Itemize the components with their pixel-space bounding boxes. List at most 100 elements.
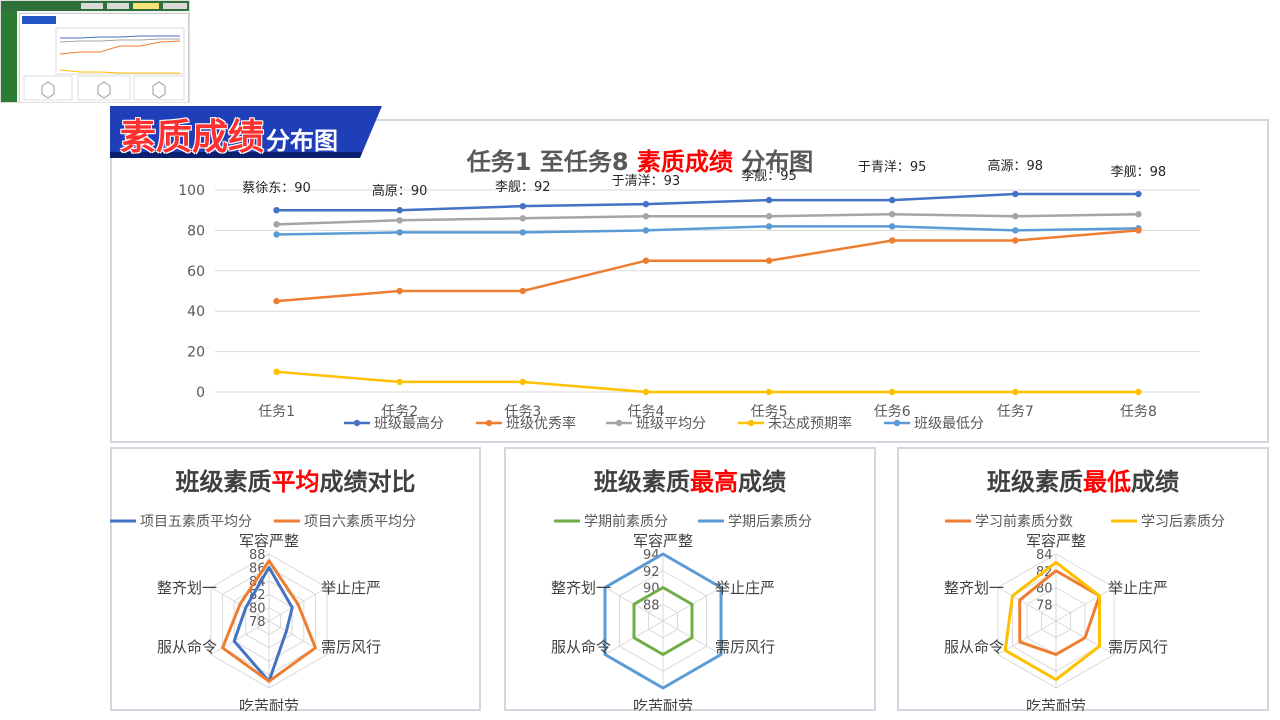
data-label: 高原：90 bbox=[372, 183, 428, 199]
data-point bbox=[519, 287, 527, 295]
radar-axis-label: 吃苦耐劳 bbox=[1026, 697, 1086, 711]
radar-spoke bbox=[268, 620, 328, 655]
series-line bbox=[276, 225, 1139, 236]
y-tick-label: 0 bbox=[196, 385, 205, 401]
legend-label: 班级优秀率 bbox=[506, 415, 576, 432]
data-point bbox=[273, 297, 280, 305]
banner-title-white: 分布图 bbox=[266, 127, 339, 155]
slide-thumbnail[interactable] bbox=[0, 0, 190, 103]
data-label: 蔡徐东：90 bbox=[242, 181, 311, 196]
radar-axis-label: 军容严整 bbox=[1026, 532, 1086, 550]
legend-marker bbox=[615, 419, 623, 427]
thumbnail-preview bbox=[19, 13, 189, 102]
data-point bbox=[273, 221, 280, 228]
radar-title-highest-red: 最高 bbox=[690, 468, 738, 496]
data-point bbox=[396, 217, 403, 224]
data-point bbox=[273, 231, 280, 238]
main-chart-title-part1: 任务1 至任务8 bbox=[466, 148, 637, 176]
radar-axis-label: 服从命令 bbox=[157, 638, 217, 656]
data-point bbox=[888, 223, 896, 230]
radar-title-highest-post: 成绩 bbox=[738, 468, 786, 496]
data-point bbox=[273, 207, 280, 214]
legend-label: 班级最低分 bbox=[914, 416, 984, 432]
y-tick-label: 80 bbox=[187, 223, 205, 239]
radar-axis-label: 需厉风行 bbox=[321, 638, 381, 656]
y-tick-label: 100 bbox=[178, 183, 205, 199]
series-line bbox=[276, 192, 1139, 212]
thumbnail-tab bbox=[81, 3, 103, 9]
data-label: 高源：98 bbox=[988, 158, 1044, 174]
data-point bbox=[1135, 227, 1142, 234]
legend-label: 项目五素质平均分 bbox=[140, 514, 252, 530]
data-point bbox=[642, 227, 650, 234]
legend-marker bbox=[353, 419, 361, 427]
radar-axis-label: 服从命令 bbox=[551, 638, 611, 656]
radar-chart-lowest: 78808284军容严整举止庄严需厉风行吃苦耐劳服从命令整齐划一学习前素质分数学… bbox=[944, 513, 1225, 711]
radar-title-lowest: 班级素质最低成绩 bbox=[897, 462, 1269, 497]
data-point bbox=[1012, 227, 1019, 234]
thumbnail-tab bbox=[133, 3, 159, 9]
thumbnail-tab bbox=[107, 3, 129, 9]
data-point bbox=[396, 229, 403, 236]
legend-label: 班级平均分 bbox=[636, 416, 706, 432]
data-point bbox=[396, 378, 403, 386]
radar-axis-label: 举止庄严 bbox=[321, 579, 381, 597]
data-point bbox=[765, 388, 773, 396]
radar-title-lowest-post: 成绩 bbox=[1131, 468, 1179, 496]
data-point bbox=[765, 223, 773, 230]
legend-marker bbox=[485, 419, 493, 427]
x-tick-label: 任务7 bbox=[997, 404, 1034, 420]
data-point bbox=[642, 388, 650, 396]
data-point bbox=[273, 368, 280, 375]
radar-spoke bbox=[997, 587, 1057, 622]
x-tick-label: 任务5 bbox=[751, 404, 788, 420]
x-tick-label: 任务2 bbox=[381, 404, 418, 420]
radar-panel-lowest bbox=[897, 447, 1269, 711]
data-point bbox=[642, 257, 650, 264]
radar-series bbox=[221, 559, 317, 683]
radar-axis-label: 举止庄严 bbox=[715, 579, 775, 597]
legend-label: 项目六素质平均分 bbox=[304, 514, 416, 530]
legend-marker bbox=[747, 419, 755, 427]
thumbnail-tab bbox=[163, 3, 187, 9]
y-tick-label: 60 bbox=[187, 264, 205, 280]
y-tick-label: 40 bbox=[187, 304, 205, 320]
data-point bbox=[1135, 388, 1142, 396]
main-chart-title-part2: 分布图 bbox=[732, 148, 814, 176]
radar-title-lowest-red: 最低 bbox=[1083, 468, 1131, 496]
radar-axis-label: 需厉风行 bbox=[1108, 638, 1168, 656]
data-point bbox=[519, 229, 527, 236]
data-point bbox=[765, 257, 773, 264]
data-point bbox=[888, 388, 896, 396]
data-point bbox=[396, 207, 403, 214]
x-tick-label: 任务4 bbox=[627, 404, 664, 420]
data-point bbox=[642, 200, 650, 208]
main-chart-title: 任务1 至任务8 素质成绩 分布图 bbox=[0, 142, 1280, 177]
radar-title-lowest-pre: 班级素质 bbox=[987, 468, 1083, 496]
radar-chart-average: 788082848688军容严整举止庄严需厉风行吃苦耐劳服从命令整齐划一项目五素… bbox=[110, 514, 416, 711]
legend-label: 学习后素质分 bbox=[1141, 514, 1225, 530]
radar-series bbox=[603, 552, 723, 690]
data-label: 李舰：92 bbox=[495, 180, 551, 195]
data-point bbox=[519, 215, 527, 222]
radar-axis-label: 吃苦耐劳 bbox=[633, 697, 693, 711]
main-chart-title-red: 素质成绩 bbox=[636, 148, 733, 176]
radar-tick-label: 88 bbox=[249, 548, 266, 563]
data-point bbox=[1135, 211, 1142, 218]
radar-axis-label: 举止庄严 bbox=[1108, 579, 1168, 597]
radar-axis-label: 整齐划一 bbox=[157, 579, 217, 597]
legend-marker bbox=[893, 419, 901, 427]
thumbnail-sidebar bbox=[1, 11, 17, 102]
radar-panel-highest bbox=[504, 447, 876, 711]
radar-axis-label: 军容严整 bbox=[239, 532, 299, 550]
main-chart-panel bbox=[110, 119, 1269, 443]
line-chart: 0 20 40 60 80 100 任务1 任务2 任务3 任务4 任务5 任务6 任务7 任务8 蔡徐东：… bbox=[178, 158, 1200, 432]
data-point bbox=[642, 213, 650, 220]
data-point bbox=[396, 287, 403, 295]
data-point bbox=[1012, 237, 1019, 244]
radar-spoke bbox=[210, 620, 270, 655]
radar-axis-label: 军容严整 bbox=[633, 532, 693, 550]
legend-label: 学习前素质分数 bbox=[975, 513, 1073, 530]
radar-series bbox=[1003, 560, 1102, 682]
